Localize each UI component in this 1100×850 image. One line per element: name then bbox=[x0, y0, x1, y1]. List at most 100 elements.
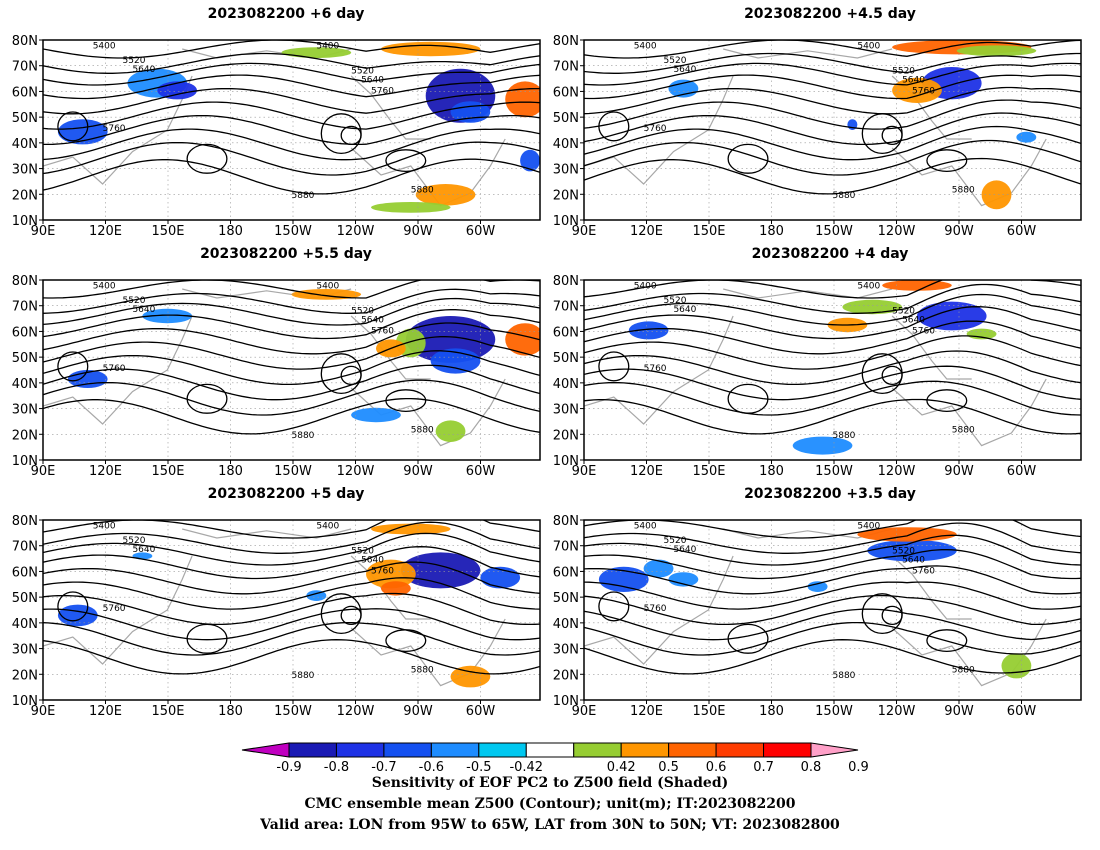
contour-label: 5640 bbox=[361, 316, 384, 326]
panel-title-4: 2023082200 +4 day bbox=[751, 246, 909, 262]
lat-label: 50N bbox=[12, 351, 38, 366]
lat-label: 20N bbox=[12, 188, 38, 203]
lat-label: 20N bbox=[12, 428, 38, 443]
lat-label: 70N bbox=[12, 300, 38, 315]
contour-label: 5760 bbox=[912, 86, 935, 96]
caption-line-1: Sensitivity of EOF PC2 to Z500 field (Sh… bbox=[371, 775, 729, 791]
caption-line-2: CMC ensemble mean Z500 (Contour); unit(m… bbox=[304, 796, 796, 812]
colorbar-cell bbox=[288, 742, 337, 758]
lon-label: 120W bbox=[878, 464, 916, 479]
lon-label: 150W bbox=[274, 704, 312, 719]
lon-label: 90W bbox=[403, 464, 433, 479]
contour-label: 5400 bbox=[857, 521, 880, 531]
lat-label: 70N bbox=[553, 300, 579, 315]
lon-label: 90W bbox=[944, 464, 974, 479]
contour-label: 5880 bbox=[833, 431, 856, 441]
lon-label: 120W bbox=[337, 224, 375, 239]
lon-label: 60W bbox=[466, 704, 496, 719]
lon-label: 120W bbox=[337, 464, 375, 479]
lon-label: 120E bbox=[630, 704, 663, 719]
lon-label: 150W bbox=[274, 464, 312, 479]
lon-label: 120W bbox=[878, 704, 916, 719]
contour-label: 5640 bbox=[132, 305, 155, 315]
contour-label: 5760 bbox=[371, 326, 394, 336]
lon-label: 90E bbox=[31, 224, 56, 239]
lat-label: 10N bbox=[553, 454, 579, 469]
lat-label: 10N bbox=[12, 694, 38, 709]
lat-label: 30N bbox=[12, 403, 38, 418]
contour-label: 5880 bbox=[833, 671, 856, 681]
lon-label: 120E bbox=[89, 224, 122, 239]
lat-label: 40N bbox=[553, 137, 579, 152]
lat-label: 80N bbox=[553, 34, 579, 49]
contour-label: 5400 bbox=[316, 41, 339, 51]
contour-label: 5880 bbox=[292, 191, 315, 201]
contour-label: 5640 bbox=[361, 76, 384, 86]
colorbar-cell bbox=[430, 742, 480, 758]
lon-label: 120E bbox=[630, 464, 663, 479]
contour-label: 5400 bbox=[857, 281, 880, 291]
contour-label: 5400 bbox=[857, 41, 880, 51]
contour-label: 5760 bbox=[103, 124, 126, 134]
contour-label: 5880 bbox=[952, 665, 975, 675]
lon-label: 120E bbox=[89, 464, 122, 479]
lon-label: 60W bbox=[1007, 704, 1037, 719]
contour-label: 5400 bbox=[634, 521, 657, 531]
lon-label: 150E bbox=[151, 224, 184, 239]
contour-label: 5520 bbox=[892, 547, 915, 557]
lon-label: 90E bbox=[572, 224, 597, 239]
contour-label: 5880 bbox=[292, 431, 315, 441]
lat-label: 40N bbox=[12, 617, 38, 632]
lat-label: 30N bbox=[553, 163, 579, 178]
lat-label: 40N bbox=[553, 377, 579, 392]
colorbar-cell bbox=[715, 742, 765, 758]
lon-label: 60W bbox=[466, 224, 496, 239]
lon-label: 150W bbox=[815, 464, 853, 479]
lat-label: 60N bbox=[12, 85, 38, 100]
map-panel-3: 5400 540055205520564056405760576058805880… bbox=[12, 274, 541, 479]
lat-label: 70N bbox=[553, 60, 579, 75]
map-panel-4: 5400 540055205520564056405760576058805880… bbox=[553, 274, 1082, 479]
lon-label: 150W bbox=[815, 704, 853, 719]
lat-label: 30N bbox=[12, 643, 38, 658]
map-panel-2: 5400 540055205520564056405760576058805880… bbox=[553, 34, 1082, 239]
contour-label: 5640 bbox=[132, 545, 155, 555]
lat-label: 50N bbox=[553, 591, 579, 606]
colorbar-cell bbox=[573, 742, 622, 758]
contour-label: 5760 bbox=[644, 124, 667, 134]
colorbar-cell bbox=[478, 742, 527, 758]
contour-label: 5400 bbox=[93, 281, 116, 291]
contour-label: 5760 bbox=[103, 364, 126, 374]
lat-label: 20N bbox=[12, 668, 38, 683]
lon-label: 180 bbox=[218, 704, 243, 719]
contour-label: 5880 bbox=[952, 425, 975, 435]
contour-label: 5640 bbox=[361, 556, 384, 566]
contour-label: 5400 bbox=[316, 521, 339, 531]
lon-label: 90E bbox=[572, 704, 597, 719]
lat-label: 50N bbox=[12, 111, 38, 126]
lon-label: 180 bbox=[759, 224, 784, 239]
colorbar-tick-label: 0.5 bbox=[658, 760, 679, 773]
contour-label: 5400 bbox=[93, 41, 116, 51]
colorbar-cell bbox=[525, 742, 575, 758]
colorbar-tick-label: -0.42 bbox=[509, 760, 543, 773]
panel-title-2: 2023082200 +4.5 day bbox=[744, 6, 916, 22]
lon-label: 120E bbox=[630, 224, 663, 239]
contour-label: 5520 bbox=[123, 56, 146, 66]
lat-label: 50N bbox=[553, 351, 579, 366]
contour-label: 5520 bbox=[123, 296, 146, 306]
lat-label: 80N bbox=[553, 514, 579, 529]
contour-label: 5520 bbox=[892, 67, 915, 77]
lat-label: 60N bbox=[553, 565, 579, 580]
colorbar: -0.9 -0.8 -0.7 -0.6 -0.5 -0.42 0.42 0.5 0.6 0.7 0.… bbox=[241, 742, 869, 773]
lon-label: 60W bbox=[1007, 464, 1037, 479]
lon-label: 90W bbox=[403, 704, 433, 719]
lon-label: 60W bbox=[466, 464, 496, 479]
contour-label: 5760 bbox=[912, 326, 935, 336]
contour-label: 5760 bbox=[371, 566, 394, 576]
map-panel-5: 5400 540055205520564056405760576058805880… bbox=[12, 514, 541, 719]
colorbar-tick-label: -0.5 bbox=[466, 760, 491, 773]
lat-label: 10N bbox=[12, 214, 38, 229]
contour-label: 5400 bbox=[634, 41, 657, 51]
colorbar-arrow-left bbox=[241, 742, 290, 758]
